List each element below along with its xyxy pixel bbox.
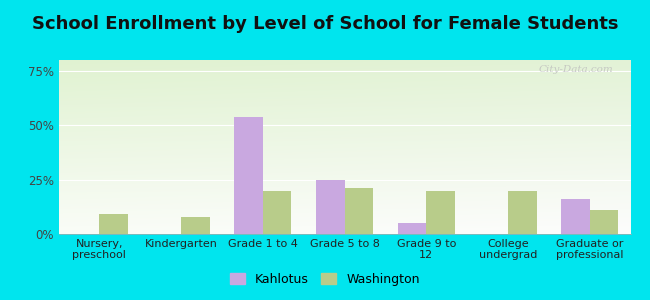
- Bar: [561, 199, 590, 234]
- Text: City-Data.com: City-Data.com: [539, 65, 614, 74]
- Bar: [181, 217, 210, 234]
- Bar: [398, 223, 426, 234]
- Bar: [234, 116, 263, 234]
- Legend: Kahlotus, Washington: Kahlotus, Washington: [225, 268, 425, 291]
- Bar: [316, 180, 344, 234]
- Bar: [99, 214, 128, 234]
- Text: School Enrollment by Level of School for Female Students: School Enrollment by Level of School for…: [32, 15, 618, 33]
- Bar: [344, 188, 373, 234]
- Bar: [263, 190, 291, 234]
- Bar: [508, 190, 536, 234]
- Bar: [426, 190, 455, 234]
- Bar: [590, 210, 618, 234]
